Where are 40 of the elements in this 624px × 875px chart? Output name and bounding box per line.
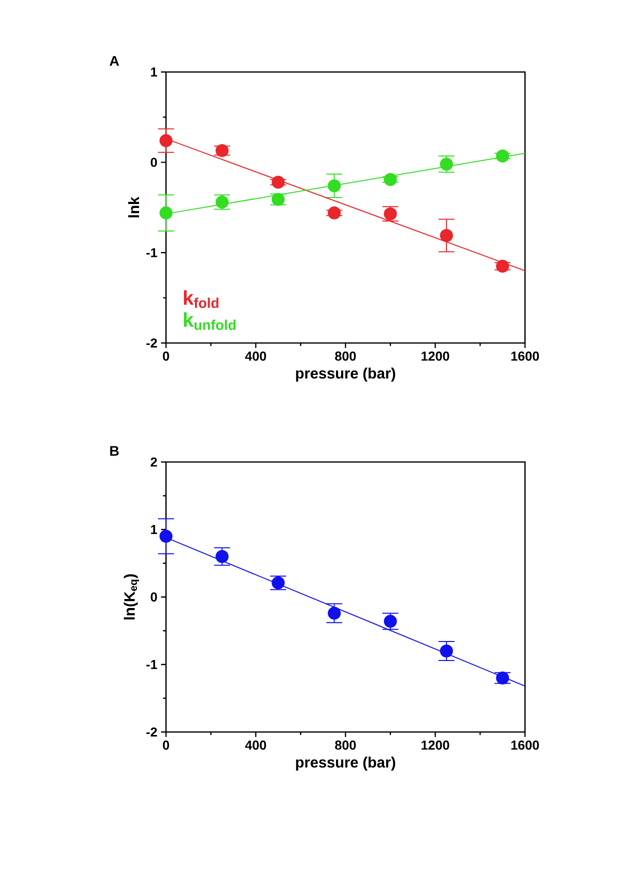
point	[160, 134, 172, 148]
y-tick-label: -1	[146, 660, 158, 669]
point	[328, 606, 341, 620]
x-tick-label: 0	[162, 740, 170, 750]
y-tick-label: -2	[146, 338, 157, 348]
point	[496, 150, 510, 163]
y-tick-label: 1	[151, 68, 158, 76]
point	[328, 179, 341, 192]
x-tick-label: 800	[335, 352, 356, 361]
point	[440, 229, 453, 242]
x-axis-title: pressure (bar)	[296, 368, 396, 382]
point	[384, 172, 397, 186]
y-tick-label: 0	[150, 592, 157, 602]
chart-title: A	[110, 56, 120, 66]
y-tick-label: 1	[151, 525, 158, 534]
y-tick-label: 2	[150, 457, 157, 467]
x-tick-label: 400	[245, 740, 266, 750]
y-tick-label: -2	[146, 727, 157, 737]
y-tick-label: 0	[150, 158, 157, 167]
x-tick-label: 0	[162, 352, 170, 361]
point	[216, 550, 229, 563]
x-tick-label: 1600	[511, 352, 539, 361]
x-axis-title: pressure (bar)	[296, 756, 396, 771]
y-tick-label: -1	[146, 248, 158, 258]
x-tick-label: 1200	[422, 352, 450, 361]
point	[272, 176, 285, 189]
text: k$_{unfold}$	[184, 312, 236, 330]
chart-title: B	[110, 446, 119, 456]
point	[328, 206, 341, 220]
text: k$_{fold}$	[184, 290, 218, 308]
y-axis-title: ln(K$_{eq}$)	[124, 574, 140, 620]
x-tick-label: 1200	[422, 740, 450, 750]
y-axis-title: lnk	[128, 196, 140, 218]
x-tick-label: 800	[335, 740, 356, 750]
x-tick-label: 1600	[511, 740, 539, 750]
x-tick-label: 400	[245, 352, 266, 361]
point	[496, 260, 510, 273]
point	[160, 530, 172, 543]
point	[160, 206, 172, 220]
point	[440, 644, 453, 658]
